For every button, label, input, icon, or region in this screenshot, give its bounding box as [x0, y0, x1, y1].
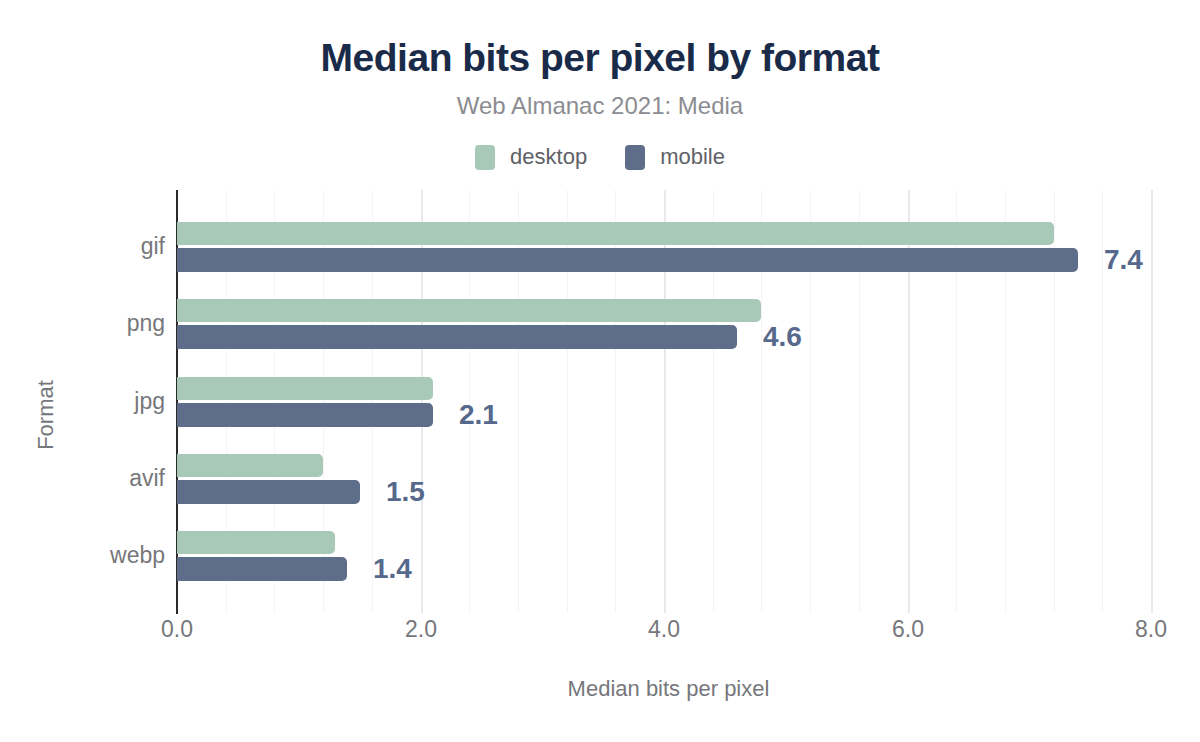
bar-desktop-png[interactable]: [177, 299, 761, 322]
value-label-webp: 1.4: [373, 554, 412, 584]
major-gridline: [1151, 190, 1153, 613]
chart-title: Median bits per pixel by format: [0, 36, 1200, 80]
legend-item-mobile[interactable]: mobile: [625, 144, 725, 170]
category-label-avif: avif: [0, 463, 165, 493]
bar-mobile-avif[interactable]: [177, 480, 360, 504]
x-tick-label-8.0: 8.0: [1111, 616, 1191, 643]
category-label-webp: webp: [0, 540, 165, 570]
bar-mobile-png[interactable]: [177, 325, 737, 349]
bar-mobile-webp[interactable]: [177, 557, 347, 581]
bar-desktop-jpg[interactable]: [177, 377, 433, 400]
legend-label-desktop: desktop: [510, 144, 587, 170]
x-tick-label-0.0: 0.0: [137, 616, 217, 643]
x-tick-label-2.0: 2.0: [381, 616, 461, 643]
value-label-jpg: 2.1: [459, 400, 498, 430]
category-label-jpg: jpg: [0, 386, 165, 416]
legend: desktop mobile: [0, 140, 1200, 174]
x-tick-label-6.0: 6.0: [868, 616, 948, 643]
value-label-avif: 1.5: [386, 477, 425, 507]
chart-figure: Median bits per pixel by format Web Alma…: [0, 0, 1200, 742]
desktop-series-swatch-icon: [475, 145, 495, 170]
bar-mobile-gif[interactable]: [177, 248, 1078, 272]
category-label-png: png: [0, 308, 165, 338]
minor-gridline: [1102, 190, 1103, 613]
bar-desktop-webp[interactable]: [177, 531, 335, 554]
bar-mobile-jpg[interactable]: [177, 403, 433, 427]
x-tick-label-4.0: 4.0: [624, 616, 704, 643]
category-label-gif: gif: [0, 231, 165, 261]
mobile-series-swatch-icon: [625, 145, 645, 170]
legend-item-desktop[interactable]: desktop: [475, 144, 587, 170]
y-axis-title: Format: [32, 315, 60, 515]
x-axis-title: Median bits per pixel: [177, 676, 1160, 702]
value-label-gif: 7.4: [1104, 245, 1143, 275]
legend-label-mobile: mobile: [660, 144, 725, 170]
bar-desktop-avif[interactable]: [177, 454, 323, 477]
chart-subtitle: Web Almanac 2021: Media: [0, 92, 1200, 120]
value-label-png: 4.6: [763, 322, 802, 352]
bar-desktop-gif[interactable]: [177, 222, 1054, 245]
